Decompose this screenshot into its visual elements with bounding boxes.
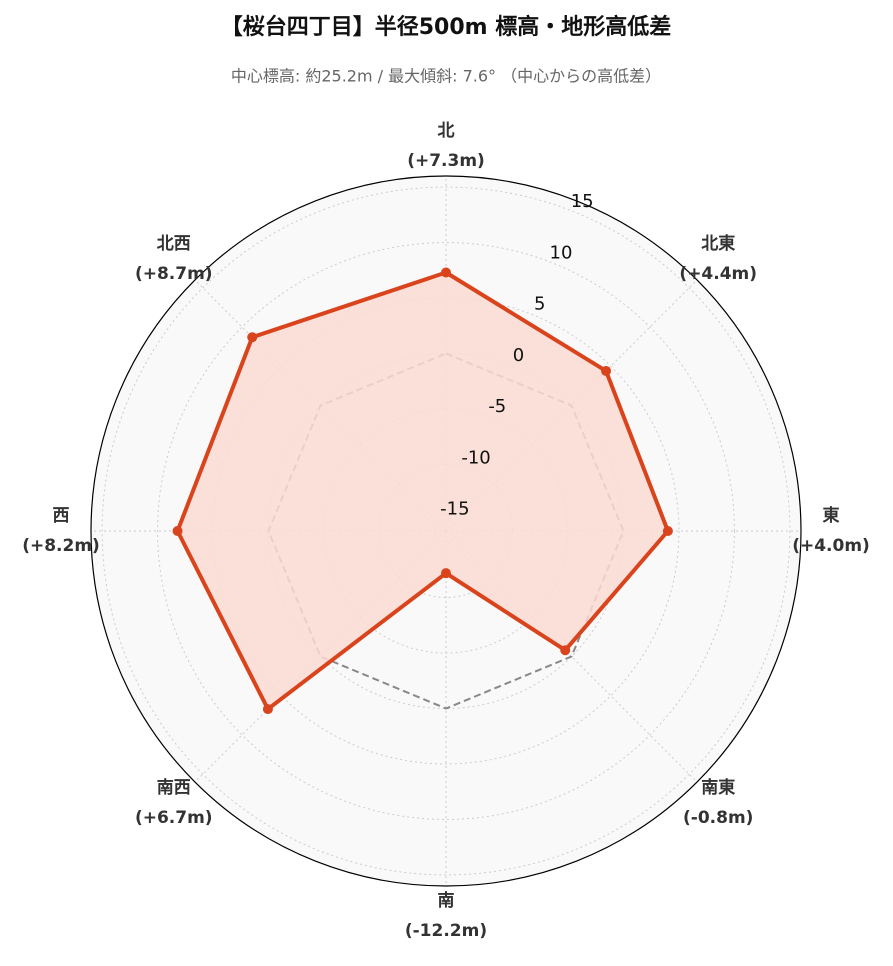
- grid-circle: [101, 186, 791, 876]
- data-point: [662, 526, 673, 536]
- data-point: [441, 267, 451, 278]
- category-label: 北東: [701, 233, 735, 254]
- category-label: 北西: [157, 234, 191, 254]
- value-label: (+6.7m): [135, 808, 213, 828]
- data-point: [247, 332, 258, 343]
- grid-spoke: [194, 530, 447, 783]
- r-tick-label: -10: [461, 447, 490, 468]
- data-point: [441, 568, 451, 579]
- r-tick-label: 15: [571, 191, 594, 212]
- chart-subtitle: 中心標高: 約25.2m / 最大傾斜: 7.6° （中心からの高低差）: [231, 67, 661, 86]
- r-tick-label: 0: [513, 345, 524, 366]
- value-label: (-0.8m): [683, 808, 753, 828]
- value-label: (-12.2m): [405, 921, 487, 941]
- category-label: 北: [438, 121, 455, 141]
- grid-spoke: [445, 530, 698, 783]
- category-label: 南西: [157, 777, 191, 798]
- outer-ring: [90, 175, 802, 887]
- data-point: [560, 645, 571, 656]
- data-point: [601, 365, 612, 376]
- category-label: 東: [823, 505, 840, 526]
- r-tick-label: 5: [534, 294, 545, 315]
- value-label: (+4.4m): [679, 264, 757, 284]
- category-label: 南: [438, 890, 455, 911]
- data-point: [262, 704, 273, 715]
- grid-spoke: [445, 279, 698, 532]
- category-label: 南東: [701, 777, 735, 798]
- category-label: 西: [53, 506, 70, 526]
- r-tick-label: -15: [440, 499, 469, 520]
- grid-circle: [157, 242, 735, 820]
- chart-title: 【桜台四丁目】半径500m 標高・地形高低差: [221, 14, 672, 40]
- value-label: (+8.7m): [135, 264, 213, 284]
- value-label: (+4.0m): [792, 536, 870, 556]
- grid-spoke: [194, 279, 447, 532]
- data-point: [172, 526, 183, 536]
- value-label: (+8.2m): [22, 536, 100, 556]
- r-tick-label: 10: [550, 242, 573, 263]
- value-label: (+7.3m): [407, 151, 485, 171]
- r-tick-label: -5: [488, 396, 506, 417]
